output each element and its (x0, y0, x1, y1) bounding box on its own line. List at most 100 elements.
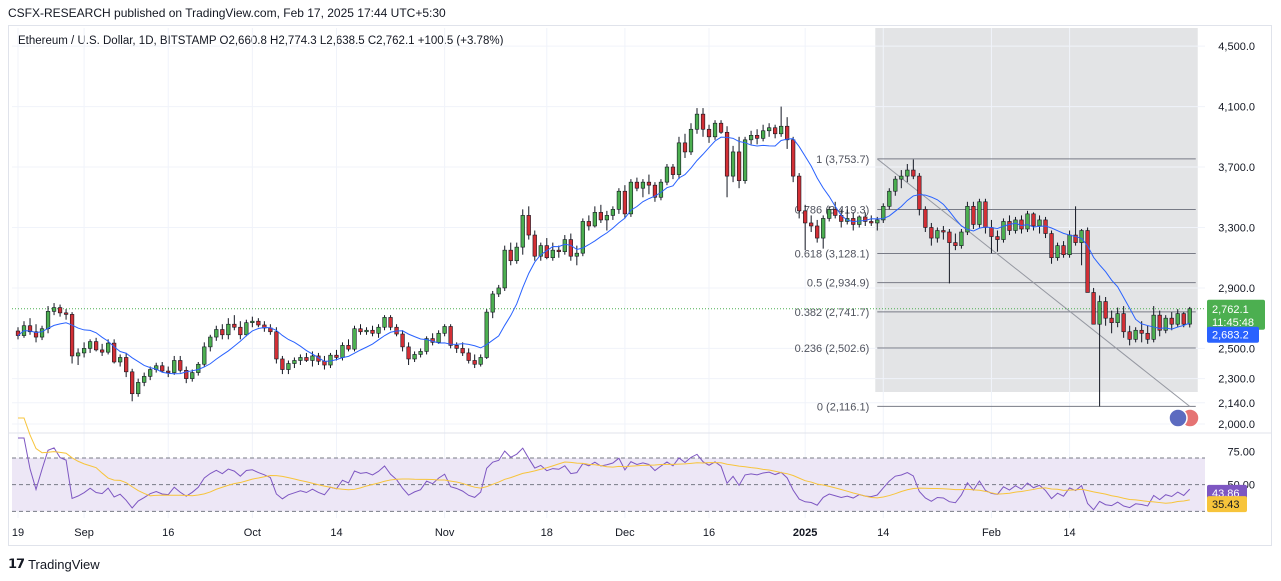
candle-body (610, 209, 615, 216)
candle-body (754, 135, 760, 139)
candle-body (748, 135, 754, 141)
candle-body (376, 326, 381, 334)
candle-body (911, 169, 916, 177)
candle-body (87, 341, 93, 349)
candle-body (238, 326, 243, 336)
publisher-line: CSFX-RESEARCH published on TradingView.c… (8, 6, 446, 20)
candle-body (628, 181, 634, 215)
candle-body (953, 242, 958, 246)
candle-body (959, 231, 964, 246)
candle-body (178, 360, 183, 371)
candle-body (208, 336, 213, 348)
event-flag-icon (1168, 408, 1188, 428)
candle-body (15, 330, 21, 336)
candle-body (100, 349, 105, 353)
candle-body (69, 314, 75, 357)
price-tick-label: 3,700.0 (1218, 162, 1255, 174)
candle-body (364, 329, 369, 333)
candle-body (148, 369, 153, 377)
price-tick-label: 4,100.0 (1218, 102, 1255, 114)
candle-body (514, 246, 519, 262)
candle-body (214, 329, 219, 338)
candle-body (833, 209, 838, 216)
candle-body (75, 352, 81, 357)
ma-value-tag (1207, 326, 1259, 343)
candle-body (929, 227, 934, 239)
candle-body (1091, 292, 1096, 325)
candle-body (460, 348, 465, 354)
candle-body (550, 249, 555, 259)
candle-body (1055, 245, 1060, 259)
time-tick-label: 16 (162, 527, 174, 539)
candle-body (304, 357, 309, 361)
candle-body (136, 382, 141, 395)
candle-body (827, 209, 832, 219)
candle-body (45, 311, 51, 330)
candle-body (484, 311, 489, 358)
time-tick-label: Sep (74, 527, 94, 539)
candle-body (971, 206, 976, 225)
candle-body (250, 320, 255, 323)
candle-body (454, 345, 459, 349)
fib-level-label: 0.618 (3,128.1) (795, 248, 870, 260)
candle-body (803, 210, 808, 224)
candle-body (1019, 219, 1024, 230)
candle-body (1025, 213, 1030, 230)
candle-body (682, 142, 688, 153)
fib-level-label: 0.236 (2,502.6) (795, 343, 870, 355)
candle-body (556, 249, 561, 252)
candle-body (388, 317, 393, 328)
candle-body (760, 130, 766, 139)
candle-body (538, 245, 543, 257)
candle-body (358, 328, 363, 333)
price-tick-label: 2,140.0 (1218, 398, 1255, 410)
candle-body (418, 351, 423, 355)
candle-body (490, 293, 495, 313)
footer-brand-text: TradingView (28, 556, 100, 572)
candle-body (1139, 329, 1144, 334)
time-tick-label: 14 (1063, 527, 1075, 539)
candle-body (118, 357, 123, 363)
candle-body (202, 346, 207, 365)
candle-body (670, 166, 676, 175)
candle-body (616, 190, 622, 210)
candle-body (57, 307, 63, 314)
candle-body (779, 125, 784, 135)
candle-body (370, 329, 375, 334)
candle-body (574, 252, 579, 257)
candle-body (1073, 234, 1078, 243)
rsi-ma-value: 35.43 (1212, 499, 1240, 511)
candle-body (340, 345, 345, 358)
candle-body (688, 128, 694, 153)
fib-level-label: 0.5 (2,934.9) (807, 278, 869, 290)
candle-body (899, 175, 904, 180)
candle-body (1157, 314, 1162, 331)
candle-body (995, 236, 1000, 240)
footer-brand[interactable]: 𝟭𝟳 TradingView (8, 556, 100, 572)
candle-body (520, 215, 525, 248)
chart-frame (8, 25, 1272, 546)
candle-body (676, 142, 682, 175)
candle-body (448, 326, 453, 346)
candle-body (112, 342, 117, 363)
candle-body (466, 352, 471, 361)
time-tick-label: Nov (435, 527, 455, 539)
candle-body (94, 341, 99, 351)
candle-body (184, 370, 189, 379)
candle-body (869, 221, 874, 224)
candle-body (328, 354, 333, 366)
candle-body (286, 363, 291, 370)
fib-level-label: 0 (2,116.1) (817, 401, 869, 413)
candle-body (562, 239, 567, 252)
candle-body (809, 222, 814, 227)
candle-body (496, 287, 501, 295)
ma-value: 2,683.2 (1212, 330, 1249, 342)
candle-body (700, 113, 706, 130)
candle-body (1187, 308, 1192, 325)
candle-body (220, 329, 225, 336)
candle-body (1013, 219, 1018, 231)
candle-body (232, 323, 237, 328)
candle-body (977, 201, 982, 225)
candle-body (640, 181, 646, 189)
